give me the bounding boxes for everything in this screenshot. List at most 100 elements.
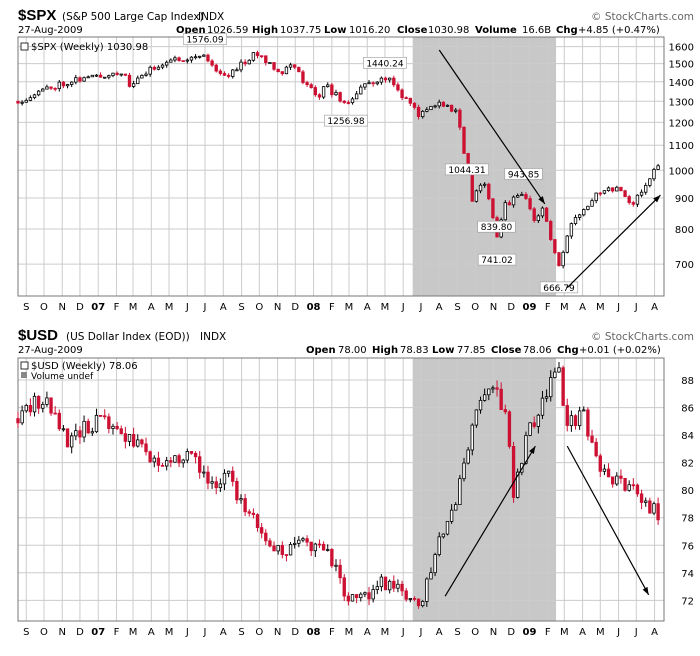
spx-candle-body <box>606 187 611 192</box>
spx-candle-body <box>86 76 90 79</box>
spx-candle-body <box>177 57 181 62</box>
spx-x-tick-label: 08 <box>307 302 321 313</box>
spx-candle-body <box>354 93 359 100</box>
usd-candle-body <box>276 545 280 552</box>
usd-candle-body <box>350 594 355 602</box>
usd-symbol: $USD <box>18 327 58 344</box>
spx-x-tick-label: 09 <box>523 302 537 313</box>
usd-candle-body <box>445 521 450 535</box>
spx-candle-body <box>280 71 284 75</box>
usd-y-tick-label: 82 <box>681 459 694 470</box>
spx-candle-body <box>396 84 400 91</box>
spx-x-tick-label: M <box>129 302 138 313</box>
usd-candle-body <box>119 428 123 435</box>
spx-annotation-label: 1256.98 <box>327 117 364 127</box>
spx-x-tick-label: M <box>165 302 174 313</box>
spx-candle-body <box>359 86 363 95</box>
usd-high-label: High <box>372 345 398 356</box>
spx-candle-body <box>272 62 276 70</box>
usd-legend-label: $USD (Weekly) 78.06 <box>31 361 138 372</box>
spx-annotation-box <box>363 57 407 69</box>
spx-candle-body <box>516 195 520 198</box>
spx-candle-body <box>16 100 20 104</box>
usd-candle-body <box>259 527 264 534</box>
usd-candle-body <box>359 593 363 599</box>
spx-candle-body <box>193 56 198 59</box>
usd-candle-body <box>235 481 239 501</box>
spx-candle-body <box>152 66 156 70</box>
spx-y-tick-label: 700 <box>675 260 694 271</box>
usd-x-tick-label: 07 <box>91 627 105 638</box>
usd-candle-body <box>123 433 128 442</box>
spx-candle-body <box>288 64 293 68</box>
spx-candle-body <box>557 252 561 267</box>
spx-candle-body <box>573 217 578 225</box>
usd-candle-body <box>334 564 338 567</box>
usd-candle-body <box>107 416 111 429</box>
usd-candle-body <box>511 446 516 498</box>
spx-candle-body <box>565 235 569 253</box>
usd-candle-body <box>379 576 384 588</box>
usd-candle-body <box>247 511 251 514</box>
usd-candle-body <box>644 500 648 503</box>
usd-candle-body <box>272 545 276 552</box>
usd-candle-body <box>392 580 396 589</box>
usd-candle-body <box>437 536 441 555</box>
spx-candle-body <box>144 73 148 76</box>
usd-x-tick-label: A <box>148 627 155 638</box>
usd-y-tick-label: 88 <box>681 376 694 387</box>
spx-candle-body <box>487 183 491 200</box>
spx-candle-body <box>169 59 173 63</box>
spx-low-value: 1016.20 <box>349 25 390 36</box>
spx-candle-body <box>28 97 33 101</box>
usd-y-tick-label: 72 <box>681 596 694 607</box>
usd-candle-body <box>478 399 483 411</box>
usd-candle-body <box>549 377 553 398</box>
usd-candle-body <box>103 415 107 418</box>
spx-candle-body <box>511 196 516 206</box>
spx-candle-body <box>387 77 392 81</box>
spx-trend-arrow <box>438 49 546 205</box>
usd-candle-body <box>321 543 326 551</box>
usd-candle-body <box>421 601 425 607</box>
usd-highlight-region <box>412 358 557 621</box>
spx-candle-body <box>437 101 441 107</box>
spx-trend-arrowhead <box>538 196 545 204</box>
usd-candle-body <box>177 455 181 464</box>
usd-open-label: Open <box>306 345 336 356</box>
usd-candle-body <box>127 434 132 442</box>
usd-chg-value: +0.01 (+0.02%) <box>579 345 661 356</box>
spx-candle-body <box>239 61 243 71</box>
spx-plot-frame <box>17 36 665 297</box>
usd-candle-body <box>49 397 53 414</box>
usd-candle-body <box>482 394 487 401</box>
spx-candle-body <box>103 76 107 79</box>
usd-x-tick-label: N <box>274 627 281 638</box>
usd-candle-body <box>28 404 33 413</box>
spx-candle-body <box>379 77 384 83</box>
spx-x-tick-label: S <box>454 302 460 313</box>
usd-candle-body <box>499 388 503 410</box>
usd-candle-body <box>565 405 569 426</box>
spx-candle-body <box>598 192 602 195</box>
spx-candle-body <box>528 198 532 210</box>
usd-candle-body <box>458 478 462 506</box>
spx-candle-body <box>226 74 231 77</box>
usd-full-name: (US Dollar Index (EOD)) <box>66 331 190 343</box>
usd-candle-body <box>309 541 313 552</box>
usd-x-tick-label: A <box>436 627 443 638</box>
usd-candle-body <box>639 493 644 503</box>
usd-x-tick-label: J <box>634 627 638 638</box>
spx-candle-body <box>367 82 371 85</box>
usd-candle-body <box>210 481 214 484</box>
spx-x-tick-label: M <box>381 302 390 313</box>
usd-x-tick-label: S <box>238 627 244 638</box>
usd-candle-body <box>115 425 119 430</box>
usd-low-label: Low <box>432 345 454 356</box>
usd-trend-arrowhead <box>642 586 649 595</box>
spx-annotation-box <box>539 281 579 294</box>
usd-candle-body <box>268 540 272 547</box>
usd-candle-body <box>164 460 169 467</box>
usd-candle-body <box>181 459 185 464</box>
